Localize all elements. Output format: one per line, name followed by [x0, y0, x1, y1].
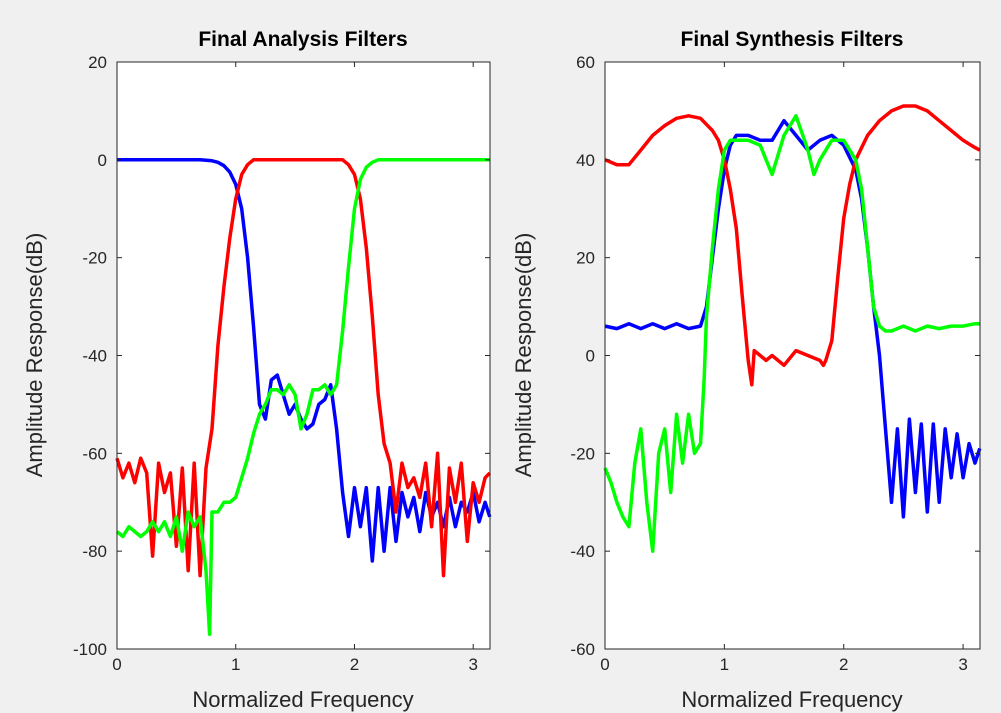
y-tick-label: -20 — [82, 249, 107, 268]
x-tick-label: 1 — [720, 655, 729, 674]
y-axis-label: Amplitude Response(dB) — [511, 233, 536, 478]
axis-ticks: 0 1 2 3 -60 -40 -20 0 20 40 60 — [570, 53, 980, 674]
axis-ticks: 0 1 2 3 -100 -80 -60 -40 -20 0 20 — [73, 53, 490, 674]
x-tick-label: 0 — [112, 655, 121, 674]
y-tick-label: 40 — [576, 151, 595, 170]
analysis-filters-panel: Final Analysis Filters Normalized Freque… — [22, 28, 492, 712]
y-tick-label: 20 — [576, 249, 595, 268]
y-tick-label: -60 — [570, 640, 595, 659]
series-line-2 — [603, 114, 980, 553]
chart-title: Final Analysis Filters — [198, 28, 407, 51]
plot-area — [117, 62, 490, 649]
y-tick-label: -100 — [73, 640, 107, 659]
y-tick-label: -80 — [82, 542, 107, 561]
y-tick-label: -60 — [82, 444, 107, 463]
series-line-2 — [115, 158, 490, 637]
x-axis-label: Normalized Frequency — [192, 687, 413, 712]
x-axis-label: Normalized Frequency — [681, 687, 902, 712]
y-tick-label: 0 — [586, 347, 595, 366]
y-tick-label: 20 — [88, 53, 107, 72]
data-lines — [603, 104, 982, 553]
y-axis-label: Amplitude Response(dB) — [22, 233, 47, 478]
chart-title: Final Synthesis Filters — [681, 28, 904, 51]
series-line-1 — [115, 158, 492, 578]
y-tick-label: 0 — [98, 151, 107, 170]
y-tick-label: -40 — [570, 542, 595, 561]
x-tick-label: 0 — [600, 655, 609, 674]
y-tick-label: 60 — [576, 53, 595, 72]
synthesis-filters-panel: Final Synthesis Filters Normalized Frequ… — [511, 28, 982, 712]
data-lines — [115, 158, 492, 637]
series-line-1 — [604, 104, 981, 387]
axes-box — [604, 61, 981, 650]
y-tick-label: -40 — [82, 347, 107, 366]
axes-box — [116, 61, 491, 650]
x-tick-label: 1 — [231, 655, 240, 674]
x-tick-label: 2 — [350, 655, 359, 674]
x-tick-label: 2 — [839, 655, 848, 674]
x-tick-label: 3 — [468, 655, 477, 674]
x-tick-label: 3 — [958, 655, 967, 674]
y-tick-label: -20 — [570, 444, 595, 463]
